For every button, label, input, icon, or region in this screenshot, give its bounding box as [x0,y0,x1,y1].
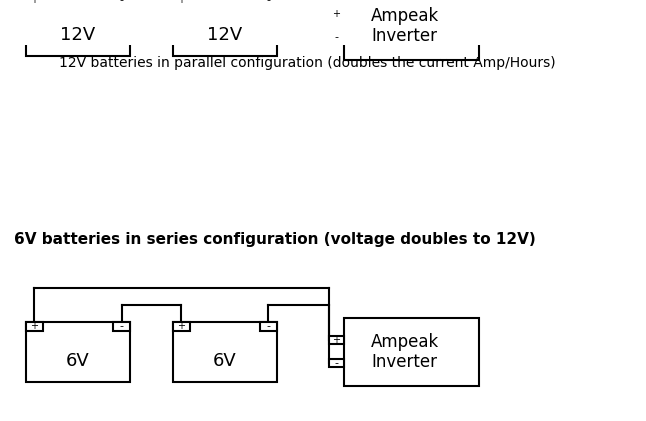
Bar [172,0,190,5]
Text: Ampeak: Ampeak [371,333,439,351]
Text: 12V: 12V [60,26,96,44]
Bar [172,0,277,56]
Text: +: + [333,335,340,345]
Bar [260,0,277,5]
Text: -: - [266,321,271,331]
Bar [172,322,277,382]
Bar [344,318,479,386]
Bar [329,359,344,367]
Text: -: - [120,321,123,331]
Bar [172,322,190,330]
Text: Inverter: Inverter [371,27,438,45]
Text: +: + [30,321,38,331]
Bar [26,0,43,5]
Text: -: - [335,358,339,368]
Bar [113,0,130,5]
Text: +: + [333,9,340,19]
Bar [329,10,344,18]
Bar [26,0,130,56]
Text: Ampeak: Ampeak [371,7,439,25]
Bar [26,322,130,382]
Text: 6V: 6V [66,352,90,370]
Text: 12V batteries in parallel configuration (doubles the current Amp/Hours): 12V batteries in parallel configuration … [59,56,556,70]
Bar [329,336,344,344]
Bar [26,322,43,330]
Text: Inverter: Inverter [371,353,438,371]
Text: +: + [30,0,38,5]
Text: 6V: 6V [213,352,236,370]
Bar [344,0,479,60]
Text: -: - [120,0,123,5]
Text: 12V: 12V [207,26,242,44]
Text: -: - [266,0,271,5]
Text: +: + [177,0,185,5]
Text: -: - [335,32,339,42]
Text: +: + [177,321,185,331]
Bar [113,322,130,330]
Bar [329,33,344,41]
Bar [260,322,277,330]
Text: 6V batteries in series configuration (voltage doubles to 12V): 6V batteries in series configuration (vo… [14,232,536,247]
